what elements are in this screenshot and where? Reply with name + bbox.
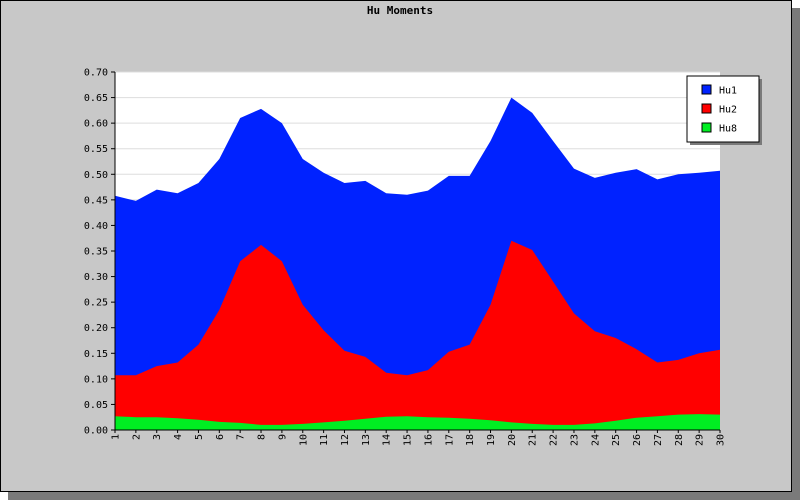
x-tick-label: 12 bbox=[340, 434, 351, 446]
legend-label-hu1: Hu1 bbox=[719, 86, 737, 97]
x-tick-label: 16 bbox=[423, 434, 434, 446]
legend-swatch-hu8 bbox=[701, 122, 712, 133]
x-tick-label: 7 bbox=[236, 434, 247, 440]
x-tick-label: 28 bbox=[674, 434, 685, 446]
y-tick-label: 0.35 bbox=[84, 247, 108, 258]
chart-title: Hu Moments bbox=[366, 4, 434, 17]
x-tick-label: 30 bbox=[716, 434, 727, 446]
frame-shadow-bottom bbox=[8, 492, 800, 500]
x-tick-label: 10 bbox=[298, 434, 309, 446]
y-tick-label: 0.55 bbox=[84, 144, 108, 155]
x-tick-label: 19 bbox=[486, 434, 497, 446]
x-tick-label: 11 bbox=[319, 434, 330, 446]
y-tick-label: 0.50 bbox=[84, 170, 108, 181]
area-hu2 bbox=[115, 240, 720, 430]
legend-label-hu8: Hu8 bbox=[719, 124, 737, 135]
legend-label-hu2: Hu2 bbox=[719, 105, 737, 116]
x-tick-label: 23 bbox=[569, 434, 580, 446]
x-tick-label: 25 bbox=[611, 434, 622, 446]
x-tick-label: 21 bbox=[528, 434, 539, 446]
x-tick-label: 26 bbox=[632, 434, 643, 446]
y-tick-label: 0.15 bbox=[84, 349, 108, 360]
x-tick-label: 3 bbox=[152, 434, 163, 440]
x-tick-label: 17 bbox=[444, 434, 455, 446]
x-tick-label: 1 bbox=[111, 434, 122, 440]
x-tick-label: 29 bbox=[695, 434, 706, 446]
y-tick-label: 0.20 bbox=[84, 323, 108, 334]
x-tick-label: 6 bbox=[215, 434, 226, 440]
x-tick-label: 18 bbox=[465, 434, 476, 446]
legend-swatch-hu2 bbox=[701, 103, 712, 114]
y-tick-label: 0.10 bbox=[84, 374, 108, 385]
x-tick-label: 2 bbox=[131, 434, 142, 440]
legend-swatch-hu1 bbox=[701, 84, 712, 95]
x-tick-label: 24 bbox=[590, 434, 601, 446]
frame-shadow-right bbox=[792, 8, 800, 500]
y-tick-label: 0.40 bbox=[84, 221, 108, 232]
x-tick-label: 8 bbox=[257, 434, 268, 440]
x-tick-label: 15 bbox=[403, 434, 414, 446]
x-tick-label: 4 bbox=[173, 434, 184, 440]
y-tick-label: 0.00 bbox=[84, 426, 108, 437]
x-tick-label: 22 bbox=[549, 434, 560, 446]
x-tick-label: 20 bbox=[507, 434, 518, 446]
legend-box bbox=[686, 75, 760, 143]
y-tick-label: 0.60 bbox=[84, 119, 108, 130]
x-tick-label: 27 bbox=[653, 434, 664, 446]
y-tick-label: 0.25 bbox=[84, 298, 108, 309]
x-tick-label: 5 bbox=[194, 434, 205, 440]
x-tick-label: 13 bbox=[361, 434, 372, 446]
area-hu8 bbox=[115, 414, 720, 430]
y-tick-label: 0.05 bbox=[84, 400, 108, 411]
x-tick-label: 14 bbox=[382, 434, 393, 446]
y-tick-label: 0.45 bbox=[84, 195, 108, 206]
y-tick-label: 0.70 bbox=[84, 68, 108, 79]
x-tick-label: 9 bbox=[277, 434, 288, 440]
y-tick-label: 0.30 bbox=[84, 272, 108, 283]
y-tick-label: 0.65 bbox=[84, 93, 108, 104]
